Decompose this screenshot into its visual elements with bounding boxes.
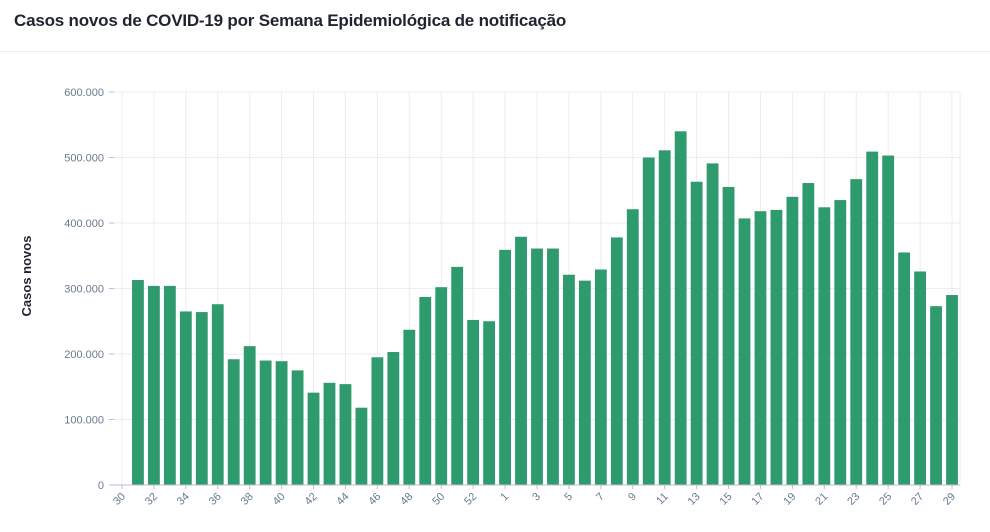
x-tick-label: 44 [334,491,351,508]
y-tick-label: 600.000 [64,87,104,99]
bar-week-46 [371,357,384,485]
x-tick-label: 23 [845,491,862,508]
bar-week-25 [882,155,895,485]
bar-week-22 [834,200,847,485]
bar-week-33 [163,285,176,485]
y-tick-label: 400.000 [64,218,104,230]
bar-week-17 [754,211,767,485]
x-tick-label: 29 [941,491,958,508]
bar-week-11 [658,150,671,486]
x-tick-label: 21 [813,491,830,508]
bar-week-35 [195,312,208,485]
bar-week-40 [275,361,288,485]
bar-week-4 [547,248,559,485]
bar-week-51 [451,266,464,485]
bar-week-23 [850,179,863,486]
bar-week-28 [930,306,942,485]
y-axis-ticks: 0 100.000 200.000 300.000 400.000 500.000 600.… [64,87,114,492]
bar-week-8 [610,237,623,485]
x-tick-label: 17 [749,491,766,508]
bar-week-2 [515,236,527,485]
bar-week-44 [339,384,352,485]
x-tick-label: 42 [303,491,320,508]
bar-week-47 [387,352,400,485]
x-tick-label: 3 [530,491,543,504]
bar-week-12 [674,131,687,486]
x-tick-label: 27 [909,491,926,508]
x-tick-label: 40 [271,491,288,508]
bar-week-45 [355,407,368,485]
bar-week-43 [323,382,336,485]
y-tick-label: 100.000 [64,415,104,427]
x-tick-label: 11 [654,491,671,508]
bar-week-52 [467,319,480,485]
x-tick-label: 19 [781,491,798,508]
x-tick-label: 15 [718,491,735,508]
bar-week-5 [563,274,575,485]
bar-week-29 [946,295,958,485]
bar-week-42 [307,392,320,485]
bar-week-31 [132,279,144,485]
x-tick-label: 5 [562,491,575,504]
y-tick-label: 200.000 [64,349,104,361]
x-tick-label: 7 [594,491,607,504]
x-tick-label: 46 [366,491,383,508]
bar-week-18 [770,209,783,485]
x-tick-label: 30 [111,491,128,508]
x-tick-label: 13 [686,491,703,508]
bar-week-50 [435,287,448,485]
bar-week-53 [483,321,496,485]
bar-week-9 [626,209,639,485]
bar-week-41 [291,370,304,485]
x-tick-label: 52 [462,491,479,508]
y-axis-title: Casos novos [19,236,34,317]
bar-week-49 [419,297,432,485]
x-tick-label: 50 [430,491,447,508]
bar-week-13 [690,181,703,486]
y-tick-label: 500.000 [64,153,104,165]
bar-week-3 [531,248,543,485]
bar-week-21 [818,207,831,485]
chart-container: 0 100.000 200.000 300.000 400.000 500.000 600.… [0,52,990,527]
bar-week-26 [898,252,911,485]
y-tick-label: 300.000 [64,284,104,296]
bar-week-15 [722,186,735,485]
x-tick-label: 9 [626,491,639,504]
bar-week-6 [578,280,591,485]
bar-week-39 [259,360,272,485]
bars [132,131,958,486]
x-tick-label: 38 [239,491,256,508]
page-title: Casos novos de COVID-19 por Semana Epide… [14,11,567,30]
bar-week-7 [594,269,607,485]
bar-week-34 [179,311,192,485]
bar-week-19 [786,196,799,486]
bar-week-32 [147,285,160,485]
y-tick-label: 0 [98,480,104,492]
chart-header: Casos novos de COVID-19 por Semana Epide… [0,0,990,52]
bar-week-37 [227,359,240,485]
x-tick-label: 34 [175,491,192,508]
bar-week-48 [403,329,416,485]
bar-week-24 [866,151,879,486]
bar-chart: 0 100.000 200.000 300.000 400.000 500.000 600.… [19,87,961,508]
bar-week-36 [211,304,224,485]
bar-week-1 [499,249,511,485]
x-tick-label: 36 [207,491,224,508]
bar-week-10 [642,157,655,485]
bar-week-20 [802,183,815,486]
x-tick-label: 32 [143,491,160,508]
x-tick-label: 1 [498,491,511,504]
bar-week-14 [706,163,719,485]
x-axis-ticks: 30 32 34 36 38 40 42 44 46 48 50 52 1 3 5 7 9 11 13 15 17 19 2… [111,484,960,508]
bar-week-16 [738,218,751,486]
x-tick-label: 25 [877,491,894,508]
x-tick-label: 48 [398,491,415,508]
bar-week-38 [243,346,256,485]
bar-week-27 [914,271,927,485]
